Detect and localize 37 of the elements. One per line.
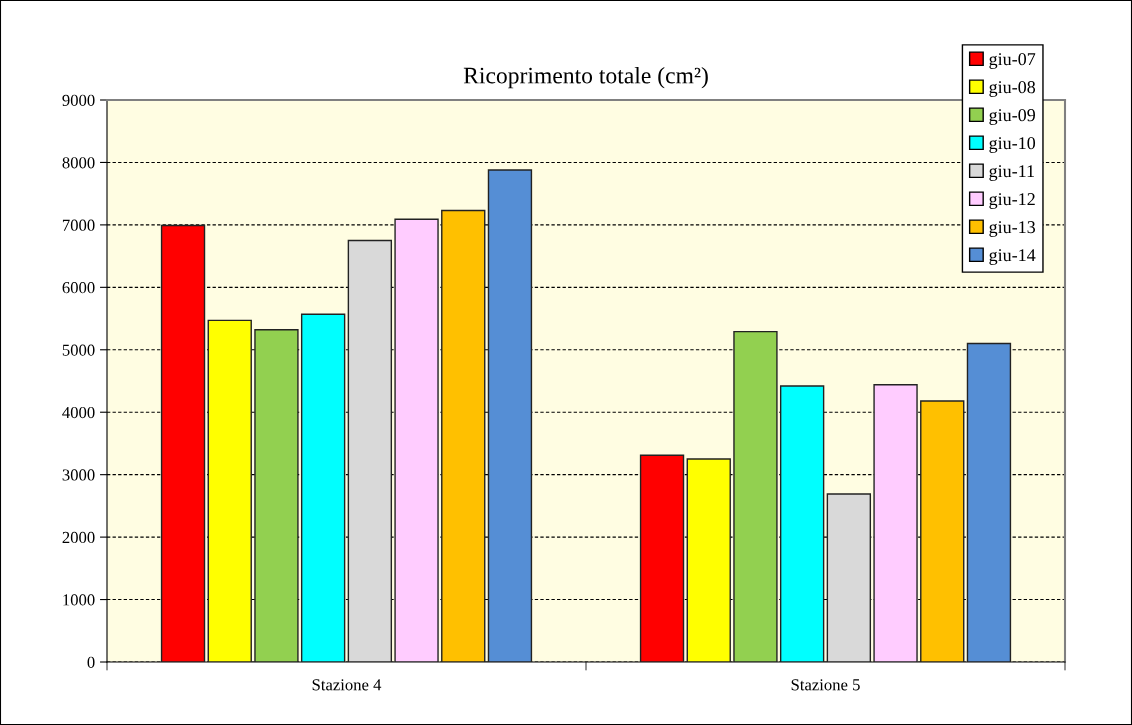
bar (779, 385, 825, 662)
bar (254, 329, 299, 662)
legend-label: giu-09 (989, 109, 1036, 125)
y-tick-label: 2000 (62, 531, 95, 544)
y-tick-label: 4000 (62, 406, 95, 419)
y-tick-label: 9000 (62, 94, 95, 106)
bar (966, 342, 1012, 662)
bar (207, 319, 252, 662)
y-tick-label: 6000 (62, 282, 95, 294)
legend-label: giu-13 (989, 221, 1036, 237)
bar (300, 313, 346, 662)
legend-label: giu-08 (989, 81, 1036, 97)
y-tick-label: 3000 (62, 469, 95, 481)
legend-label: giu-14 (989, 249, 1036, 265)
bar (686, 458, 731, 662)
y-tick-label: 8000 (62, 157, 95, 169)
bar (347, 239, 393, 662)
legend-label: giu-11 (989, 165, 1034, 181)
legend-label: giu-07 (989, 53, 1036, 69)
bar (487, 169, 533, 662)
legend-label: giu-10 (989, 137, 1036, 153)
y-tick-label: 5000 (62, 344, 95, 356)
bar (733, 330, 778, 662)
y-tick-label: 7000 (62, 219, 95, 231)
bar (160, 224, 206, 662)
bar (873, 384, 918, 662)
y-tick-label: 0 (87, 656, 95, 668)
chart-title: Ricoprimento totale (cm²) (463, 66, 708, 89)
bar (920, 400, 965, 662)
bar (639, 454, 685, 662)
bar (394, 218, 439, 662)
y-tick-label: 1000 (63, 594, 95, 606)
x-tick-label: Stazione 4 (312, 679, 382, 691)
x-tick-label: Stazione 5 (791, 679, 860, 691)
bar (826, 493, 872, 662)
legend-label: giu-12 (989, 193, 1035, 209)
bar (441, 209, 486, 662)
